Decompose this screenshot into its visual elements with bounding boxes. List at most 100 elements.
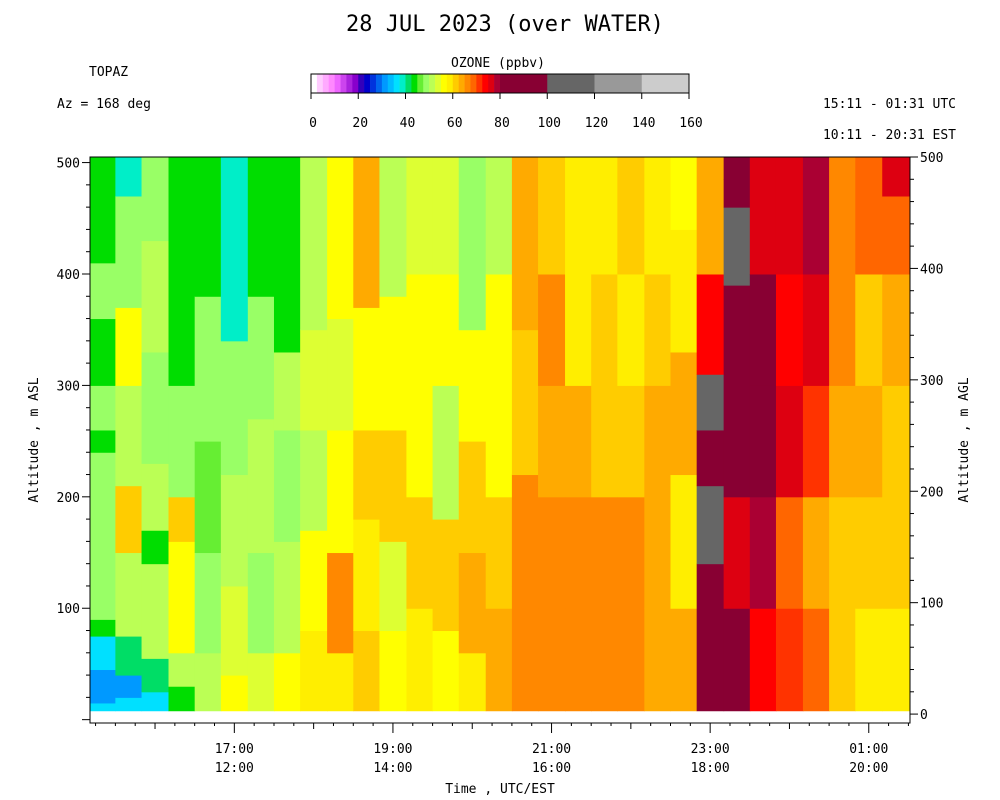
colorbar-tick-label: 60 (447, 116, 463, 131)
ozone-cell (458, 329, 487, 442)
colorbar-swatch-6 (346, 74, 353, 93)
time-axis-utc-label: 19:00 (373, 742, 412, 757)
ozone-cell (723, 608, 751, 712)
colorbar-tick-label: 160 (679, 116, 702, 131)
ozone-cell (141, 530, 170, 565)
ozone-cell (644, 385, 672, 498)
ozone-cell (749, 157, 777, 275)
right-axis-tick-label: 100 (920, 597, 943, 612)
colorbar-tick-label: 40 (400, 116, 416, 131)
ozone-cell (300, 530, 328, 632)
ozone-cell (617, 157, 645, 275)
ozone-cell (538, 496, 566, 609)
ozone-cell (855, 385, 883, 498)
ozone-cell (644, 608, 672, 712)
ozone-cell (141, 463, 170, 531)
ozone-cell (220, 585, 249, 676)
colorbar-swatch-4 (334, 74, 341, 93)
colorbar-tick-label: 20 (352, 116, 368, 131)
ozone-cell (141, 157, 170, 242)
ozone-cell (90, 318, 116, 386)
ozone-cell (591, 157, 618, 275)
ozone-cell (115, 195, 143, 308)
ozone-cell (220, 675, 249, 712)
ozone-cell (247, 157, 275, 297)
ozone-cell (511, 474, 539, 587)
ozone-cell (855, 496, 883, 609)
ozone-cell (327, 157, 354, 320)
ozone-cell (855, 608, 883, 712)
time-axis-est-label: 20:00 (849, 761, 888, 776)
colorbar-ticks: 0 20 40 60 80 100 120 140 160 (309, 93, 703, 131)
colorbar-tick-label: 140 (632, 116, 655, 131)
colorbar-swatch-13 (387, 74, 394, 93)
ozone-cell (511, 157, 539, 331)
ozone-cell (432, 630, 460, 712)
right-axis-tick-label: 500 (920, 151, 943, 166)
time-axis-est-label: 12:00 (215, 761, 254, 776)
ozone-cell (247, 418, 275, 554)
ozone-cell (220, 340, 249, 476)
plot-frame (89, 156, 911, 724)
ozone-cell (485, 385, 513, 498)
ozone-cell (696, 273, 725, 375)
colorbar-swatch-18 (417, 74, 424, 93)
ozone-cell (696, 485, 725, 565)
colorbar-swatch-0 (311, 74, 318, 93)
ozone-cell (723, 285, 751, 498)
ozone-cell (300, 630, 328, 712)
ozone-cell (617, 496, 645, 609)
colorbar-tick-label: 80 (494, 116, 510, 131)
ozone-cell (723, 207, 751, 286)
ozone-cell (194, 652, 222, 712)
ozone-cell (591, 608, 618, 712)
ozone-cell (327, 552, 354, 654)
colorbar-swatch-20 (429, 74, 436, 93)
ozone-cell (538, 608, 566, 712)
colorbar-swatch-12 (381, 74, 389, 93)
right-axis-tick-label: 400 (920, 262, 943, 277)
ozone-cell (141, 351, 170, 464)
ozone-cell (90, 262, 116, 320)
ozone-cell (538, 385, 566, 498)
ozone-cell (168, 496, 196, 542)
ozone-cell (591, 273, 618, 386)
ozone-cell (115, 675, 143, 698)
time-axis-est-label: 14:00 (373, 761, 412, 776)
ozone-cell (406, 273, 434, 386)
colorbar-tick-label: 100 (538, 116, 561, 131)
ozone-cell (458, 441, 487, 554)
ozone-cell (168, 541, 196, 654)
left-axis-label: Altitude , m ASL (27, 377, 42, 502)
ozone-cell (432, 385, 460, 520)
colorbar-swatch-1 (316, 74, 324, 93)
ozone-cell (90, 619, 116, 637)
colorbar-swatch-16 (405, 74, 412, 93)
colorbar-swatch-21 (435, 74, 442, 93)
colorbar-swatch-25 (458, 74, 465, 93)
colorbar-swatch-23 (446, 74, 454, 93)
ozone-cell (220, 474, 249, 587)
time-axis-utc-label: 17:00 (215, 742, 254, 757)
time-range-est: 10:11 - 20:31 EST (823, 128, 956, 143)
ozone-cell (273, 541, 301, 654)
ozone-cell (353, 429, 380, 520)
ozone-cell (670, 157, 698, 230)
ozone-cell (538, 157, 566, 275)
colorbar-swatch-15 (399, 74, 406, 93)
ozone-cell (882, 608, 911, 712)
ozone-cell (644, 273, 672, 386)
ozone-cell (723, 179, 751, 208)
colorbar-tick-label: 0 (309, 116, 317, 131)
ozone-cell (802, 273, 830, 386)
ozone-cell (749, 496, 777, 609)
ozone-cell (141, 658, 170, 693)
ozone-cell (220, 157, 249, 342)
chart-title: 28 JUL 2023 (over WATER) (346, 12, 664, 37)
left-axis-tick-label: 100 (57, 602, 80, 617)
colorbar-swatch-24 (452, 74, 459, 93)
ozone-cell (617, 608, 645, 712)
ozone-cell (90, 669, 116, 704)
ozone-cell (670, 351, 698, 476)
ozone-cell (432, 273, 460, 386)
